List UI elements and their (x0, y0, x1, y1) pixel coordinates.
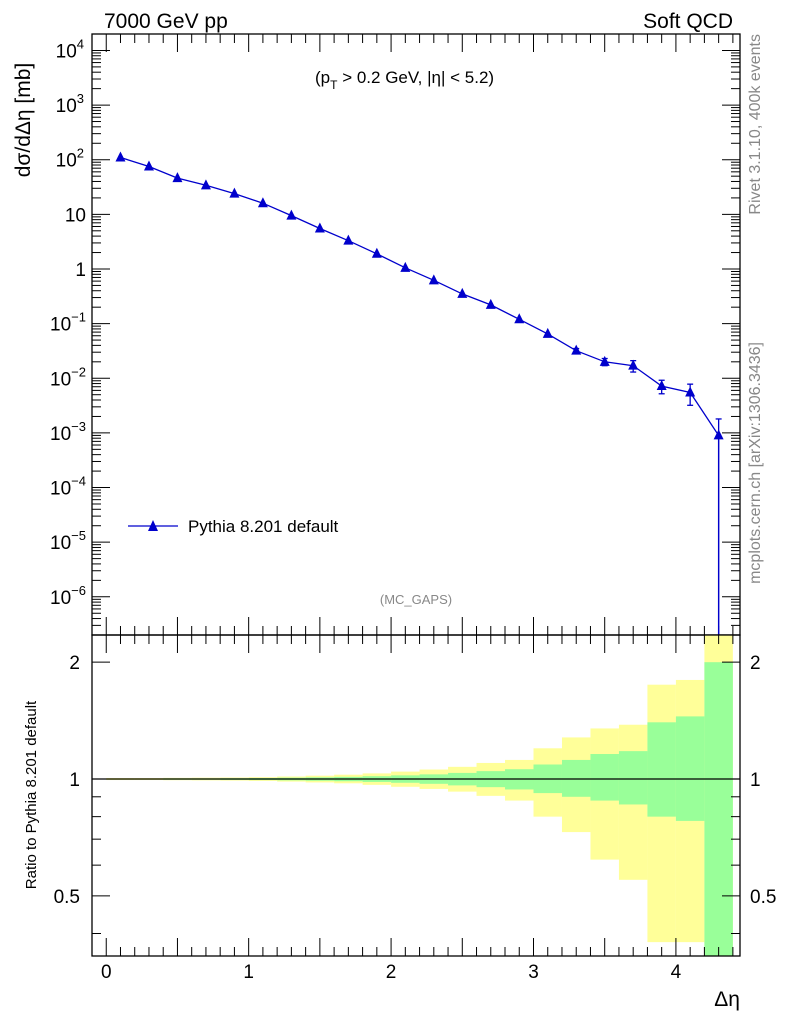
data-point (713, 429, 724, 440)
y-tick-label: 10−2 (50, 364, 86, 390)
data-point (371, 247, 382, 258)
data-point (343, 234, 354, 245)
data-point (571, 344, 582, 355)
y-tick-label: 10−3 (50, 419, 86, 445)
x-tick-label: 2 (386, 962, 397, 983)
rivet-label: Rivet 3.1.10, 400k events (747, 34, 764, 215)
main-panel: 10−6 10−5 10−4 10−3 10−2 10−1 1 10 102 103 104 dσ/… (12, 33, 741, 636)
data-point (599, 355, 610, 366)
legend-marker (148, 520, 158, 531)
mcplots-label: mcplots.cern.ch [arXiv:1306.3436] (747, 342, 764, 584)
data-point (457, 287, 468, 298)
ratio-y-tick-label: 0.5 (54, 887, 80, 908)
data-point (485, 298, 496, 309)
data-point (628, 359, 639, 370)
legend-label: Pythia 8.201 default (188, 517, 339, 536)
ratio-frame (91, 634, 741, 957)
inner-band-bin (675, 716, 705, 821)
y-tick-label: 10−4 (50, 474, 86, 500)
ratio-y-tick-label: 2 (69, 653, 80, 674)
inner-band-bin (647, 722, 676, 817)
x-tick-label: 3 (528, 962, 539, 983)
inner-band-bin (561, 759, 591, 797)
main-series (115, 151, 724, 635)
data-point (400, 261, 411, 272)
x-tick-label: 0 (101, 962, 112, 983)
y-tick-label: 103 (56, 91, 84, 117)
data-point (143, 160, 154, 171)
data-point (172, 172, 183, 183)
y-tick-label: 1 (75, 260, 86, 281)
ratio-y-tick-label-right: 1 (750, 770, 761, 791)
y-tick-label: 10 (65, 205, 86, 226)
main-axis-ticks: 10−6 10−5 10−4 10−3 10−2 10−1 1 10 102 103 104 (50, 33, 740, 636)
data-point (229, 187, 240, 198)
data-point (257, 197, 268, 208)
data-point (200, 179, 211, 190)
y-tick-label: 10−1 (50, 310, 86, 336)
data-point (514, 313, 525, 324)
y-tick-label: 102 (56, 146, 84, 172)
header-right: Soft QCD (643, 10, 733, 33)
series-line (120, 156, 720, 635)
ratio-y-tick-label-right: 2 (750, 653, 761, 674)
data-point (685, 386, 696, 397)
data-point (428, 274, 439, 285)
ratio-y-tick-label: 1 (69, 770, 80, 791)
y-tick-label: 104 (56, 36, 84, 62)
data-point (656, 380, 667, 391)
x-tick-label: 4 (671, 962, 682, 983)
main-annotation: (pT > 0.2 GeV, |η| < 5.2) (315, 68, 494, 92)
header-left: 7000 GeV pp (104, 10, 228, 33)
main-ylabel: dσ/dΔη [mb] (12, 63, 35, 178)
ratio-bands (106, 635, 733, 956)
ratio-y-tick-label-right: 0.5 (750, 887, 776, 908)
data-point (115, 151, 126, 162)
ratio-panel: 0.5 0.5 1 1 2 2 0 1 2 3 4 Ratio to Pythia 8.201 de… (23, 634, 776, 1011)
legend: Pythia 8.201 default (128, 517, 339, 536)
inner-band-bin (704, 662, 733, 956)
y-tick-label: 10−6 (50, 583, 86, 609)
data-point (314, 222, 325, 233)
inner-band-bin (618, 751, 648, 805)
x-axis-label: Δη (714, 988, 740, 1011)
data-point (286, 209, 297, 220)
x-tick-label: 1 (243, 962, 254, 983)
main-frame (91, 33, 741, 636)
ratio-axis-ticks: 0.5 0.5 1 1 2 2 0 1 2 3 4 (54, 635, 776, 983)
inner-band-bin (590, 754, 619, 801)
y-tick-label: 10−5 (50, 528, 86, 554)
ratio-ylabel: Ratio to Pythia 8.201 default (23, 700, 40, 889)
data-point (542, 327, 553, 338)
analysis-label: (MC_GAPS) (380, 592, 452, 607)
